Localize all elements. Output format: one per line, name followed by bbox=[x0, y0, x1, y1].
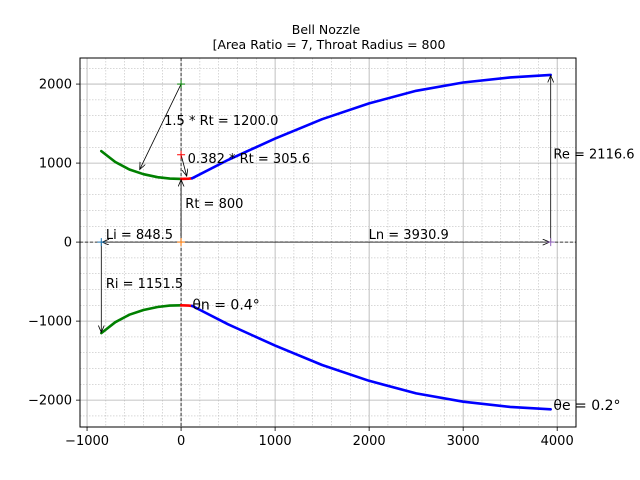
x-tick-label: 2000 bbox=[353, 434, 386, 449]
marker-exit bbox=[546, 238, 555, 247]
series-throat_exit_upper bbox=[179, 177, 194, 181]
series-entrant_lower bbox=[100, 303, 183, 335]
annotation-ri: Ri = 1151.5 bbox=[106, 277, 183, 292]
y-tick-label: 2000 bbox=[39, 78, 72, 93]
x-tick-label: 1000 bbox=[259, 434, 292, 449]
x-tick-label: 4000 bbox=[541, 434, 574, 449]
arrow-a0382 bbox=[180, 154, 187, 176]
x-tick-label: 3000 bbox=[447, 434, 480, 449]
x-tick-label: 0 bbox=[177, 434, 185, 449]
annotation-re: Re = 2116.6 bbox=[553, 147, 634, 162]
annotation-thn: θn = 0.4° bbox=[192, 297, 259, 313]
dimension-annotations: 1.5 * Rt = 1200.0 0.382 * Rt = 305.6 Rt = … bbox=[106, 114, 635, 414]
marker-inlet bbox=[97, 238, 106, 247]
arrow-a15 bbox=[140, 83, 182, 169]
series-bell_lower bbox=[190, 304, 553, 411]
y-tick-label: −2000 bbox=[28, 394, 72, 409]
annotation-r15: 1.5 * Rt = 1200.0 bbox=[164, 114, 278, 129]
reference-markers bbox=[97, 80, 555, 247]
marker-center_0382 bbox=[177, 150, 186, 159]
y-tick-label: 0 bbox=[64, 236, 72, 251]
chart-title: Bell Nozzle bbox=[292, 22, 361, 37]
annotation-the: θe = 0.2° bbox=[553, 398, 620, 414]
annotation-r0382: 0.382 * Rt = 305.6 bbox=[188, 152, 310, 167]
series-bell_upper bbox=[190, 73, 553, 180]
y-tick-label: −1000 bbox=[28, 315, 72, 330]
series-entrant_upper bbox=[100, 149, 183, 181]
annotation-rt: Rt = 800 bbox=[185, 197, 243, 212]
x-tick-label: −1000 bbox=[65, 434, 109, 449]
annotation-li: Li = 848.5 bbox=[106, 228, 173, 243]
y-tick-label: 1000 bbox=[39, 157, 72, 172]
dimension-arrows bbox=[101, 76, 550, 333]
marker-origin bbox=[177, 238, 186, 247]
series-throat_exit_lower bbox=[179, 303, 194, 308]
marker-center_15 bbox=[177, 80, 186, 89]
axis-ticks: −1000 0 1000 2000 3000 4000 −2000 −1000 0 1000 200… bbox=[28, 78, 574, 449]
nozzle-contour bbox=[100, 73, 553, 411]
annotation-ln: Ln = 3930.9 bbox=[369, 228, 449, 243]
chart-subtitle: [Area Ratio = 7, Throat Radius = 800 bbox=[213, 37, 446, 52]
